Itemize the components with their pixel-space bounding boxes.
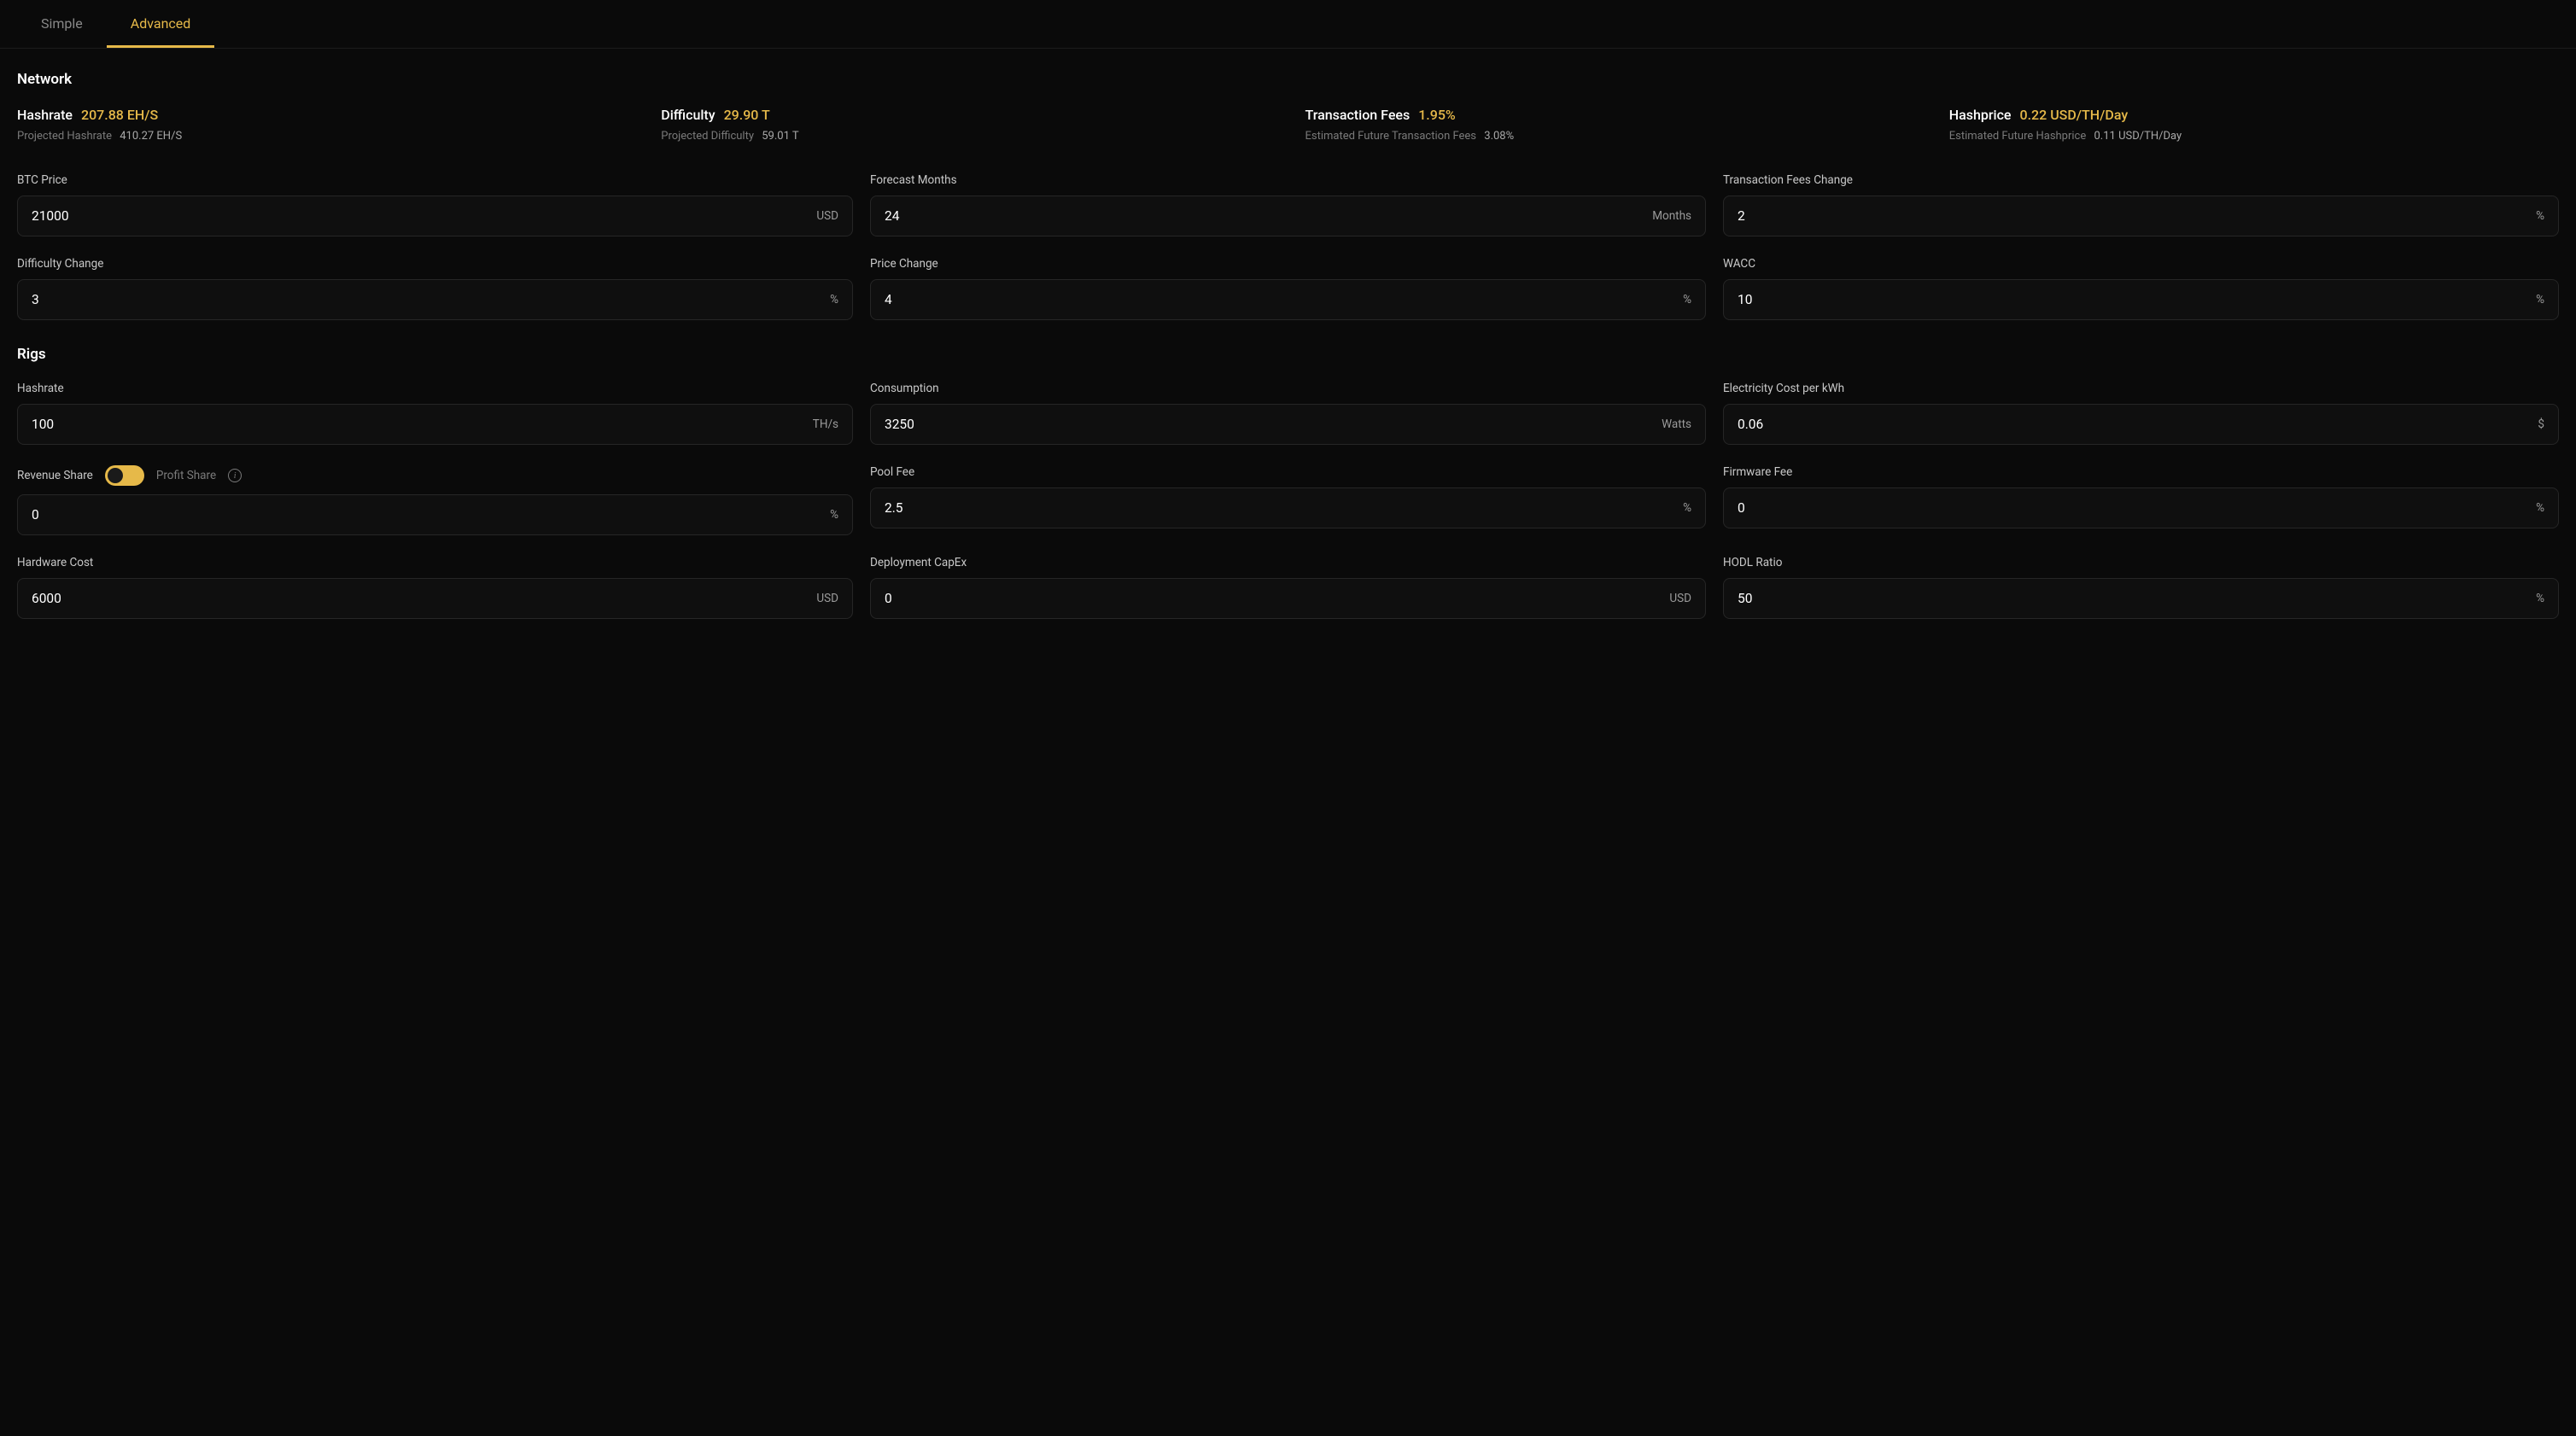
field-wacc-label: WACC — [1723, 257, 2559, 271]
field-forecast-months-label: Forecast Months — [870, 173, 1706, 187]
difficulty-change-unit: % — [830, 293, 838, 306]
metric-hashrate-sub-value: 410.27 EH/S — [120, 130, 182, 143]
metric-hashprice: Hashprice 0.22 USD/TH/Day Estimated Futu… — [1949, 107, 2559, 143]
consumption-unit: Watts — [1662, 417, 1691, 431]
metric-hashprice-value: 0.22 USD/TH/Day — [2019, 107, 2128, 123]
consumption-input[interactable] — [885, 417, 1653, 432]
wacc-unit: % — [2536, 293, 2544, 306]
metric-tx-fees-label: Transaction Fees — [1306, 107, 1411, 123]
profit-share-label: Profit Share — [156, 469, 216, 482]
electricity-unit: $ — [2538, 417, 2544, 431]
field-price-change: Price Change % — [870, 257, 1706, 320]
metric-difficulty-value: 29.90 T — [724, 107, 770, 123]
metric-hashrate-value: 207.88 EH/S — [81, 107, 158, 123]
metric-tx-fees-sub-value: 3.08% — [1484, 130, 1514, 143]
field-pool-fee-label: Pool Fee — [870, 465, 1706, 479]
difficulty-change-input[interactable] — [32, 292, 821, 307]
metric-tx-fees-sub-label: Estimated Future Transaction Fees — [1306, 130, 1477, 143]
field-revenue-share: Revenue Share Profit Share i % — [17, 465, 853, 535]
forecast-months-unit: Months — [1652, 209, 1691, 223]
metric-hashprice-sub-label: Estimated Future Hashprice — [1949, 130, 2087, 143]
rig-hashrate-unit: TH/s — [813, 417, 838, 431]
tab-advanced[interactable]: Advanced — [107, 0, 215, 48]
field-forecast-months: Forecast Months Months — [870, 173, 1706, 236]
btc-price-input[interactable] — [32, 208, 808, 224]
field-deployment-capex: Deployment CapEx USD — [870, 556, 1706, 619]
metric-hashrate-label: Hashrate — [17, 107, 73, 123]
pool-fee-unit: % — [1683, 501, 1691, 515]
tx-fees-change-unit: % — [2536, 209, 2544, 223]
revenue-share-input[interactable] — [32, 507, 821, 522]
rigs-fields: Hashrate TH/s Consumption Watts Electric… — [17, 382, 2559, 619]
field-consumption: Consumption Watts — [870, 382, 1706, 445]
wacc-input[interactable] — [1738, 292, 2527, 307]
field-btc-price-label: BTC Price — [17, 173, 853, 187]
field-wacc: WACC % — [1723, 257, 2559, 320]
field-pool-fee: Pool Fee % — [870, 465, 1706, 535]
rig-hashrate-input[interactable] — [32, 417, 804, 432]
tab-simple[interactable]: Simple — [17, 0, 107, 48]
field-price-change-label: Price Change — [870, 257, 1706, 271]
field-hodl-ratio: HODL Ratio % — [1723, 556, 2559, 619]
btc-price-unit: USD — [816, 209, 838, 223]
field-hodl-ratio-label: HODL Ratio — [1723, 556, 2559, 569]
metric-hashprice-sub-value: 0.11 USD/TH/Day — [2094, 130, 2182, 143]
revenue-share-label: Revenue Share — [17, 469, 93, 482]
electricity-input[interactable] — [1738, 417, 2529, 432]
firmware-fee-input[interactable] — [1738, 500, 2527, 516]
field-btc-price: BTC Price USD — [17, 173, 853, 236]
field-hardware-cost: Hardware Cost USD — [17, 556, 853, 619]
metric-tx-fees: Transaction Fees 1.95% Estimated Future … — [1306, 107, 1915, 143]
field-rig-hashrate: Hashrate TH/s — [17, 382, 853, 445]
share-mode-toggle[interactable] — [105, 465, 144, 486]
field-firmware-fee: Firmware Fee % — [1723, 465, 2559, 535]
revenue-share-unit: % — [830, 508, 838, 522]
field-tx-fees-change-label: Transaction Fees Change — [1723, 173, 2559, 187]
hardware-cost-input[interactable] — [32, 591, 808, 606]
forecast-months-input[interactable] — [885, 208, 1644, 224]
metric-hashprice-label: Hashprice — [1949, 107, 2012, 123]
pool-fee-input[interactable] — [885, 500, 1674, 516]
field-difficulty-change: Difficulty Change % — [17, 257, 853, 320]
metric-difficulty-sub-label: Projected Difficulty — [661, 130, 754, 143]
field-tx-fees-change: Transaction Fees Change % — [1723, 173, 2559, 236]
rigs-section-title: Rigs — [17, 346, 2559, 363]
hodl-ratio-unit: % — [2536, 592, 2544, 605]
network-fields: BTC Price USD Forecast Months Months Tra… — [17, 173, 2559, 320]
info-icon[interactable]: i — [228, 469, 242, 482]
price-change-input[interactable] — [885, 292, 1674, 307]
price-change-unit: % — [1683, 293, 1691, 306]
network-section-title: Network — [17, 71, 2559, 88]
field-rig-hashrate-label: Hashrate — [17, 382, 853, 395]
tabs-bar: Simple Advanced — [0, 0, 2576, 49]
network-metrics: Hashrate 207.88 EH/S Projected Hashrate … — [17, 107, 2559, 143]
hodl-ratio-input[interactable] — [1738, 591, 2527, 606]
field-consumption-label: Consumption — [870, 382, 1706, 395]
metric-tx-fees-value: 1.95% — [1418, 107, 1456, 123]
metric-difficulty: Difficulty 29.90 T Projected Difficulty … — [661, 107, 1270, 143]
field-difficulty-change-label: Difficulty Change — [17, 257, 853, 271]
metric-difficulty-label: Difficulty — [661, 107, 715, 123]
field-deployment-capex-label: Deployment CapEx — [870, 556, 1706, 569]
field-firmware-fee-label: Firmware Fee — [1723, 465, 2559, 479]
metric-difficulty-sub-value: 59.01 T — [762, 130, 798, 143]
metric-hashrate: Hashrate 207.88 EH/S Projected Hashrate … — [17, 107, 627, 143]
deployment-capex-input[interactable] — [885, 591, 1661, 606]
field-hardware-cost-label: Hardware Cost — [17, 556, 853, 569]
deployment-capex-unit: USD — [1669, 592, 1691, 605]
tx-fees-change-input[interactable] — [1738, 208, 2527, 224]
field-electricity-label: Electricity Cost per kWh — [1723, 382, 2559, 395]
content-area: Network Hashrate 207.88 EH/S Projected H… — [0, 49, 2576, 662]
metric-hashrate-sub-label: Projected Hashrate — [17, 130, 112, 143]
hardware-cost-unit: USD — [816, 592, 838, 605]
field-electricity: Electricity Cost per kWh $ — [1723, 382, 2559, 445]
firmware-fee-unit: % — [2536, 501, 2544, 515]
